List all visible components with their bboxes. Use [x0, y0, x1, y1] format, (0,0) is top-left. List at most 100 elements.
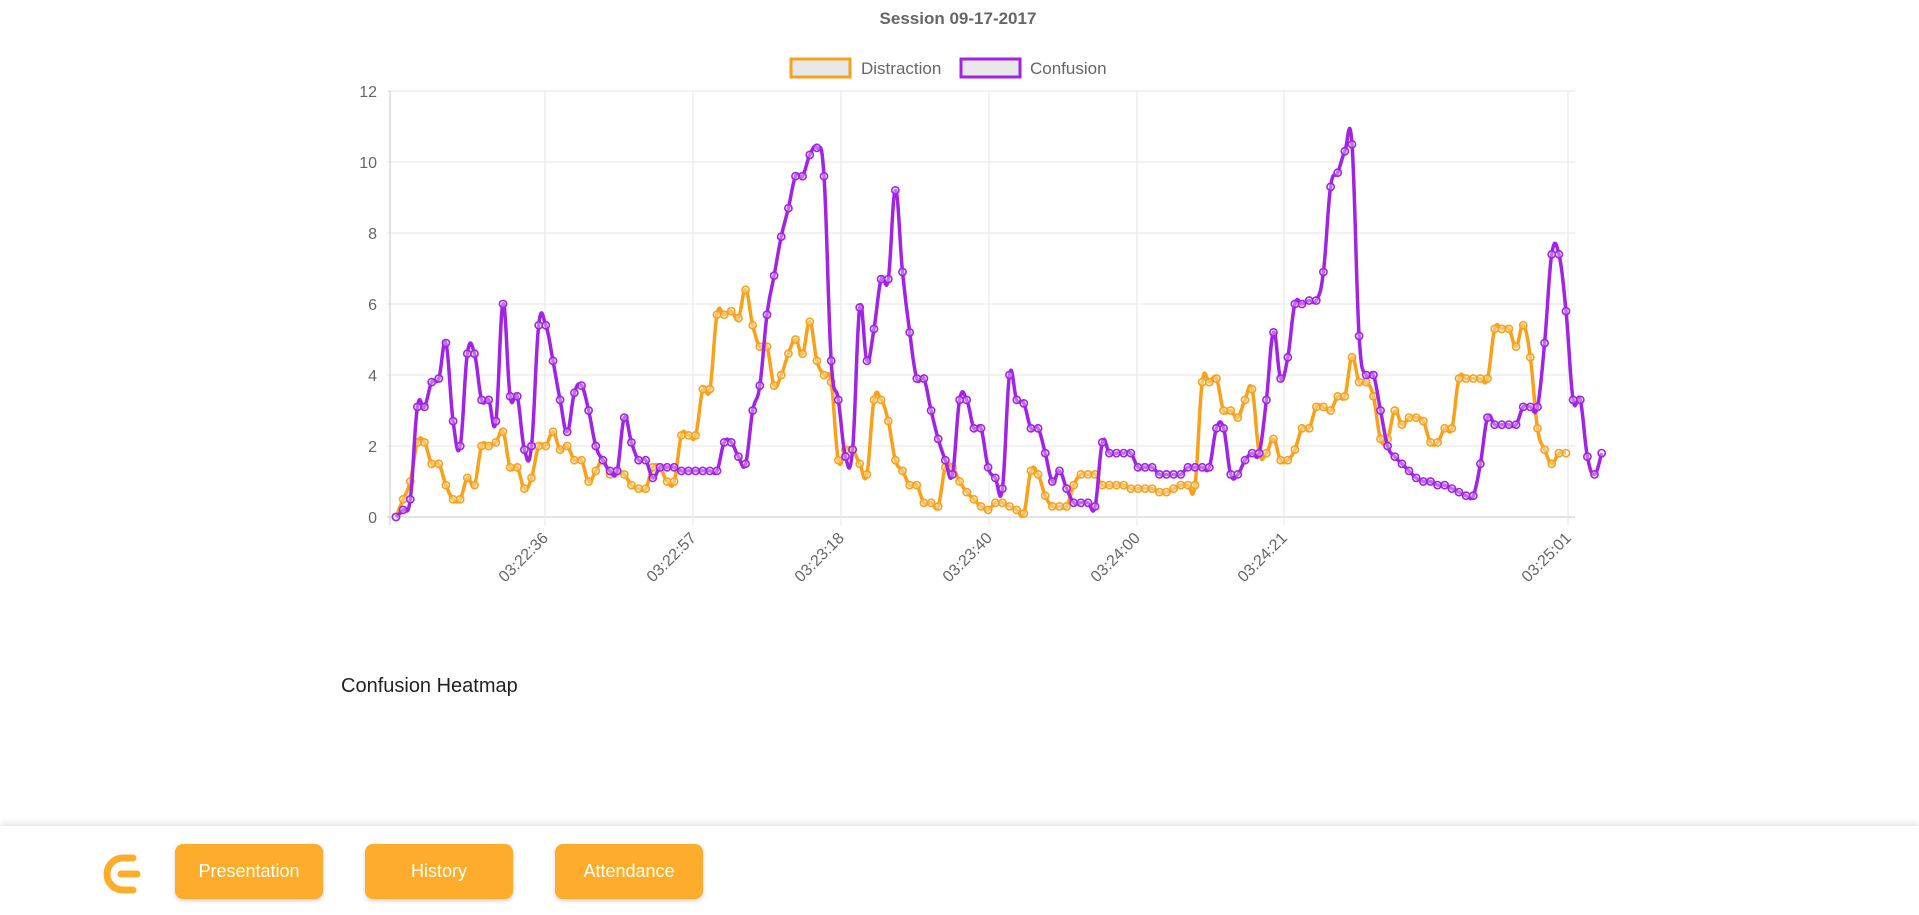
data-point-confusion: [933, 434, 943, 444]
data-point-distraction: [862, 469, 872, 479]
data-point-confusion: [1540, 338, 1549, 348]
data-point-confusion: [1383, 441, 1392, 451]
data-point-distraction: [1097, 480, 1107, 490]
data-point-confusion: [655, 462, 665, 472]
data-point-confusion: [1483, 413, 1492, 422]
data-point-confusion: [712, 466, 722, 476]
logo-e-icon[interactable]: [103, 850, 143, 898]
y-tick-label: 10: [359, 155, 377, 172]
data-point-confusion: [441, 338, 451, 348]
data-point-distraction: [1347, 352, 1357, 362]
data-point-confusion: [1454, 487, 1464, 497]
data-point-distraction: [1376, 434, 1385, 444]
data-point-confusion: [898, 267, 907, 277]
data-point-distraction: [1047, 501, 1057, 511]
x-tick-label: 03:22:36: [496, 530, 552, 586]
data-point-distraction: [1226, 406, 1236, 415]
data-point-distraction: [1361, 377, 1371, 387]
data-point-confusion: [1269, 327, 1278, 337]
data-point-confusion: [1283, 352, 1293, 362]
history-button[interactable]: History: [365, 844, 513, 899]
data-point-distraction: [1083, 469, 1093, 479]
data-point-confusion: [548, 356, 558, 366]
data-point-confusion: [1376, 406, 1385, 415]
data-point-confusion: [798, 171, 807, 181]
data-point-distraction: [891, 455, 900, 465]
data-point-confusion: [1511, 420, 1521, 430]
data-point-confusion: [1083, 498, 1093, 508]
chart-legend[interactable]: Distraction Confusion: [789, 57, 1107, 79]
data-point-distraction: [1547, 459, 1557, 469]
data-point-confusion: [1097, 437, 1107, 447]
data-point-confusion: [612, 466, 622, 476]
data-point-confusion: [1126, 448, 1136, 458]
data-point-distraction: [805, 317, 815, 327]
data-point-distraction: [1468, 374, 1478, 383]
data-point-confusion: [498, 299, 508, 309]
data-point-confusion: [1262, 395, 1271, 405]
data-point-confusion: [669, 462, 679, 472]
data-point-distraction: [883, 416, 893, 426]
data-point-distraction: [1533, 423, 1542, 433]
data-point-confusion: [470, 349, 479, 359]
data-point-confusion: [1233, 469, 1243, 479]
data-point-distraction: [784, 349, 793, 359]
data-point-distraction: [1269, 434, 1278, 444]
data-point-distraction: [1433, 437, 1442, 447]
data-point-distraction: [869, 395, 879, 405]
data-point-distraction: [548, 427, 558, 437]
data-point-confusion: [1105, 448, 1114, 458]
legend-label-confusion[interactable]: Confusion: [1030, 59, 1107, 78]
data-point-confusion: [1047, 477, 1057, 486]
data-point-confusion: [1397, 459, 1407, 469]
data-point-distraction: [1190, 480, 1200, 490]
data-point-confusion: [1005, 370, 1014, 380]
presentation-button[interactable]: Presentation: [175, 844, 323, 899]
chart-grid: [387, 90, 1575, 525]
data-point-confusion: [1497, 420, 1507, 430]
legend-label-distraction[interactable]: Distraction: [861, 59, 941, 78]
data-point-confusion: [948, 469, 957, 479]
data-point-distraction: [1411, 413, 1421, 422]
data-point-confusion: [698, 466, 708, 476]
data-point-distraction: [1297, 423, 1307, 433]
attendance-button[interactable]: Attendance: [555, 844, 703, 899]
legend-swatch-distraction[interactable]: [789, 57, 852, 79]
data-point-distraction: [1440, 423, 1450, 433]
data-point-confusion: [1340, 146, 1350, 156]
chart-title: Session 09-17-2017: [880, 9, 1037, 28]
data-point-confusion: [1069, 498, 1079, 508]
data-point-distraction: [705, 384, 715, 394]
data-point-distraction: [1169, 484, 1178, 493]
data-point-distraction: [1511, 342, 1521, 351]
data-point-distraction: [634, 484, 643, 493]
data-point-confusion: [1190, 462, 1200, 472]
data-point-confusion: [1447, 484, 1457, 493]
data-point-distraction: [1212, 374, 1221, 383]
data-point-distraction: [833, 455, 843, 465]
data-point-confusion: [1062, 484, 1071, 493]
data-point-distraction: [1183, 480, 1193, 490]
data-point-distraction: [855, 459, 865, 469]
data-point-distraction: [1311, 402, 1321, 412]
data-point-confusion: [1440, 480, 1450, 490]
x-tick-label: 03:24:21: [1235, 530, 1291, 586]
data-point-confusion: [905, 327, 915, 337]
confusion-heatmap-heading: Confusion Heatmap: [341, 675, 518, 697]
data-point-confusion: [1055, 466, 1064, 476]
data-point-confusion: [1176, 469, 1186, 479]
data-point-distraction: [1476, 374, 1485, 383]
legend-swatch-confusion[interactable]: [959, 57, 1022, 79]
data-point-distraction: [769, 381, 779, 390]
data-point-confusion: [1590, 469, 1599, 479]
data-point-distraction: [527, 473, 536, 483]
data-point-confusion: [1547, 249, 1557, 259]
data-point-confusion: [684, 466, 693, 476]
data-point-confusion: [1197, 462, 1207, 472]
data-point-distraction: [555, 445, 565, 454]
data-point-confusion: [1019, 398, 1029, 408]
data-point-distraction: [512, 462, 522, 472]
data-point-distraction: [983, 505, 993, 515]
data-point-confusion: [570, 388, 579, 398]
data-point-distraction: [1454, 374, 1464, 383]
